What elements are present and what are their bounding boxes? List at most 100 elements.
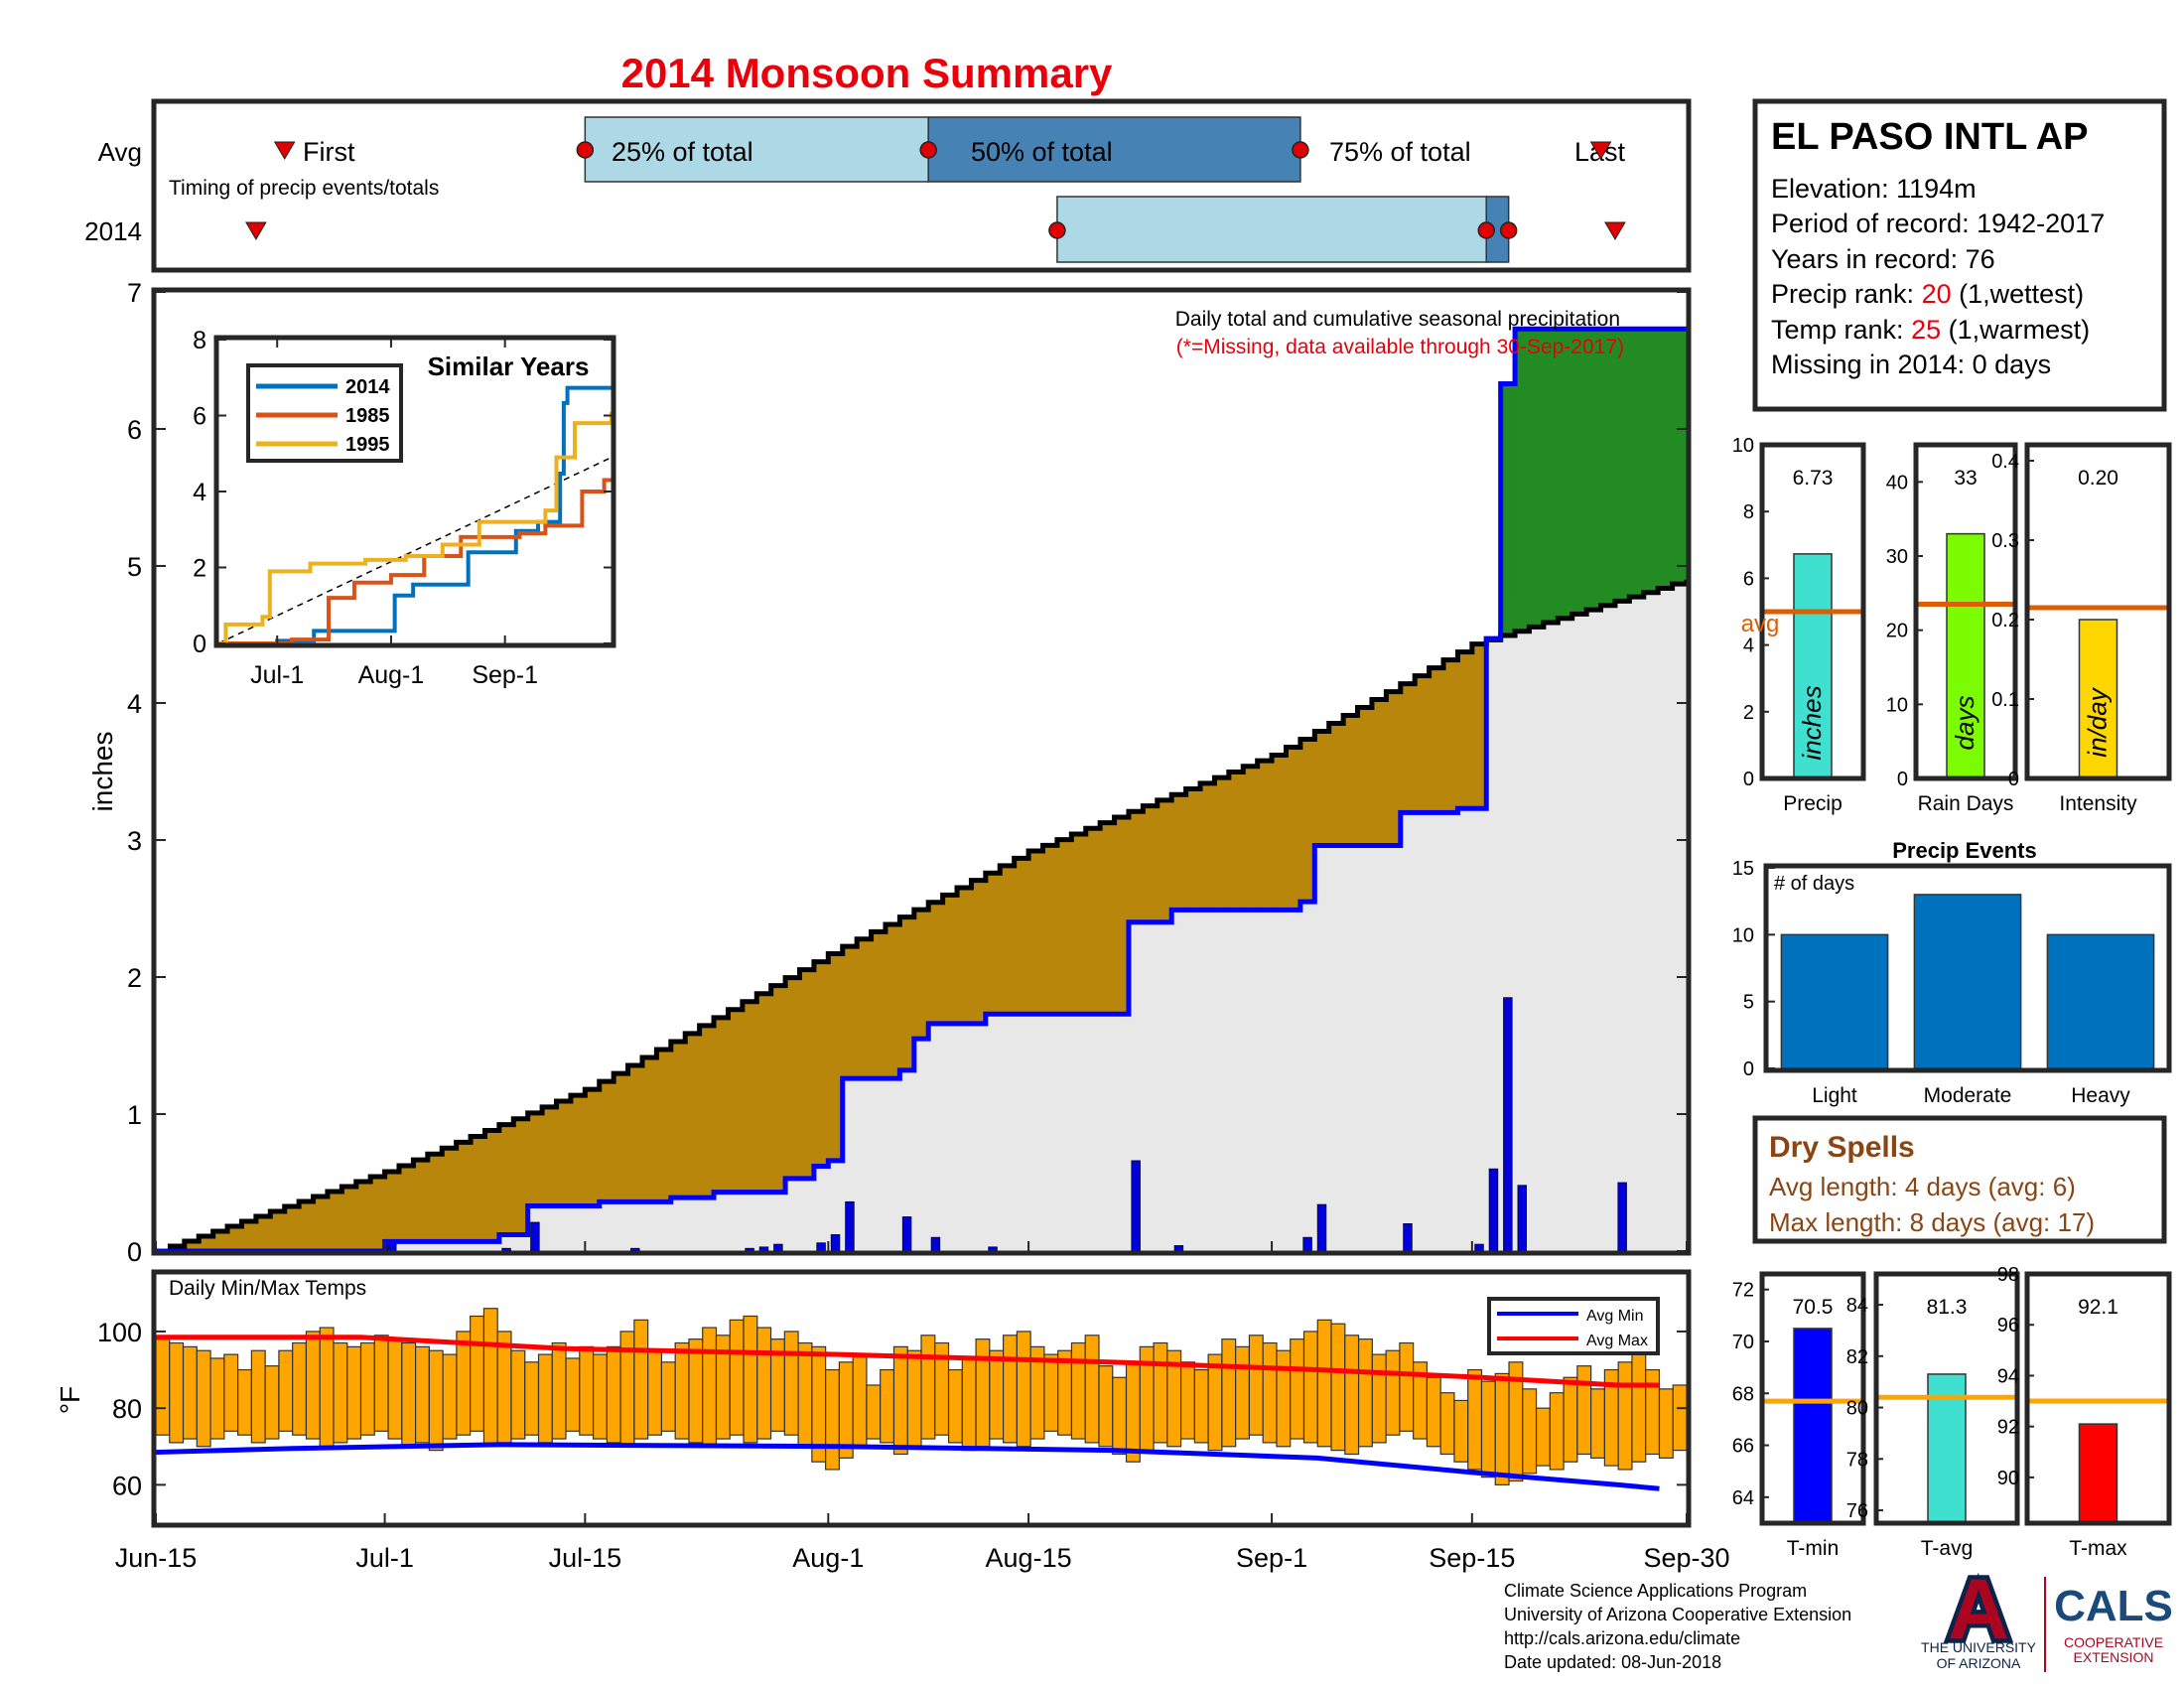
daily-precip-bar	[1617, 1182, 1627, 1252]
stat-intensity-frame	[2024, 442, 2172, 781]
daily-precip-bar	[773, 1243, 783, 1252]
daily-temp-bar	[1221, 1338, 1237, 1448]
daily-temp-bar	[1070, 1341, 1086, 1440]
cumulative-area	[156, 579, 1687, 1251]
inset-series-2014	[218, 385, 612, 645]
precip-y-axis: 0 1 2 3 4 5 6 7	[127, 278, 1687, 1267]
daily-temp-bar	[428, 1349, 444, 1452]
daily-precip-bar	[816, 1242, 826, 1252]
daily-temp-bar	[442, 1353, 458, 1440]
precip-y-tick-label: 5	[127, 552, 142, 582]
date-tick-label: Jul-15	[549, 1543, 622, 1573]
cals-logo-text: CALS	[2054, 1582, 2173, 1630]
daily-temp-bar	[1426, 1376, 1441, 1448]
daily-temp-bar	[1439, 1392, 1455, 1456]
inset-series-1995	[218, 411, 614, 645]
temp-stat-t-min-y-tick-label: 66	[1732, 1436, 1754, 1458]
daily-temp-bar	[305, 1331, 321, 1440]
timing-markers	[245, 141, 1626, 240]
daily-temp-bar	[647, 1349, 663, 1436]
inset-plot-area	[217, 385, 614, 645]
events-frame	[1763, 863, 2172, 1073]
daily-temp-bar	[606, 1345, 621, 1444]
footer-line-3: http://cals.arizona.edu/climate	[1504, 1628, 1740, 1648]
daily-temp-bar	[1276, 1349, 1292, 1448]
daily-temp-bar	[920, 1335, 936, 1440]
events-y-tick-label: 5	[1743, 992, 1754, 1014]
events-title: Precip Events	[1892, 838, 2037, 863]
daily-temp-bar	[906, 1349, 922, 1448]
temps-y-tick-label: 80	[112, 1394, 142, 1424]
temp-stat-t-min-y-tick-label: 70	[1732, 1332, 1754, 1353]
daily-temp-bar	[1631, 1345, 1647, 1463]
temp-stat-t-max-category-label: T-max	[2069, 1537, 2127, 1560]
temps-y-label: °F	[55, 1386, 85, 1414]
avg-75-marker	[1292, 141, 1309, 159]
daily-temp-bar	[1290, 1338, 1305, 1440]
stat-rain-days-value-bar	[1946, 532, 1985, 779]
stat-precip-value-label: 6.73	[1793, 467, 1834, 490]
stat-intensity-unit-label: in/day	[2083, 686, 2113, 757]
temp-stat-t-min-value-label: 70.5	[1793, 1296, 1834, 1319]
daily-temp-bar	[1385, 1349, 1401, 1436]
daily-precip-bar	[1316, 1203, 1327, 1252]
timing-label-25: 25% of total	[612, 137, 753, 167]
daily-precip-bar	[758, 1246, 769, 1252]
daily-temp-bar	[1672, 1384, 1688, 1452]
daily-temp-bar	[1563, 1376, 1578, 1463]
events-y-tick-label: 0	[1743, 1058, 1754, 1080]
temp-stat-t-max-panel-2: 90 92 94 96 98 92.1 T-max	[1997, 1264, 2172, 1560]
ua-logo-line-2: OF ARIZONA	[1937, 1655, 2021, 1671]
cals-line-2: EXTENSION	[2074, 1649, 2154, 1665]
daily-precip-bar	[988, 1246, 998, 1252]
y2014-75-marker	[1499, 221, 1518, 239]
timing-label-first: First	[303, 137, 355, 167]
date-tick-label: Jul-1	[355, 1543, 414, 1573]
stat-precip-y-tick-label: 10	[1732, 435, 1754, 457]
daily-temp-bar	[1467, 1368, 1483, 1471]
daily-temp-bar	[825, 1368, 840, 1471]
daily-temp-bar	[1576, 1365, 1592, 1456]
temps-y-axis: 60 80 100	[97, 1318, 1687, 1500]
events-y-label: # of days	[1774, 873, 1854, 895]
station-missing: Missing in 2014: 0 days	[1771, 350, 2051, 379]
daily-precip-bar	[1131, 1160, 1141, 1252]
inset-frame	[213, 335, 616, 648]
timing-bands	[584, 116, 1510, 263]
daily-temp-bar	[743, 1315, 758, 1444]
events-category-label: Moderate	[1924, 1084, 2012, 1107]
temp-stat-t-max-y-tick-label: 98	[1997, 1264, 2019, 1286]
daily-temp-bar	[359, 1341, 375, 1436]
figure-title: 2014 Monsoon Summary	[621, 50, 1113, 96]
events-bar-light	[1780, 933, 1889, 1069]
avg-band-25-50	[584, 116, 929, 183]
daily-temp-bar	[838, 1361, 854, 1459]
station-name: EL PASO INTL AP	[1771, 116, 2089, 158]
temp-stat-t-avg-panel-1: 76 78 80 82 84 81.3 T-avg	[1846, 1271, 2020, 1560]
stat-rain-days-y-tick-label: 20	[1886, 621, 1908, 642]
dry-spells-title: Dry Spells	[1769, 1131, 1915, 1164]
temp-stat-t-max-y-tick-label: 90	[1997, 1468, 2019, 1489]
avg-max-line	[156, 1335, 1660, 1388]
daily-temp-bar	[1330, 1323, 1346, 1452]
temp-stat-t-avg-frame	[1873, 1271, 2020, 1526]
precip-panel: 0 1 2 3 4 5 6 7 inches Daily total and cumulati…	[87, 278, 1692, 1267]
events-y-tick-label: 15	[1732, 858, 1754, 880]
daily-temp-bar	[783, 1331, 799, 1436]
events-category-label: Heavy	[2071, 1084, 2130, 1107]
temp-stat-t-min-y-tick-label: 68	[1732, 1383, 1754, 1405]
avg-min-line	[155, 1442, 1660, 1491]
inset-x-tick-label: Sep-1	[472, 661, 538, 689]
temp-stat-t-avg-category-label: T-avg	[1921, 1537, 1974, 1560]
daily-temp-bar	[1316, 1319, 1332, 1448]
stat-precip-frame	[1759, 442, 1866, 781]
daily-temp-bar	[264, 1365, 280, 1440]
inset-legend-2014: 2014	[345, 376, 390, 398]
daily-temp-bar	[292, 1341, 308, 1436]
stat-intensity-value-label: 0.20	[2078, 467, 2118, 490]
daily-temp-bar	[579, 1345, 595, 1436]
date-tick-label: Sep-15	[1429, 1543, 1515, 1573]
daily-temp-bar	[1590, 1388, 1605, 1459]
daily-precip-bar	[830, 1234, 841, 1252]
temps-legend-min: Avg Min	[1586, 1308, 1644, 1325]
